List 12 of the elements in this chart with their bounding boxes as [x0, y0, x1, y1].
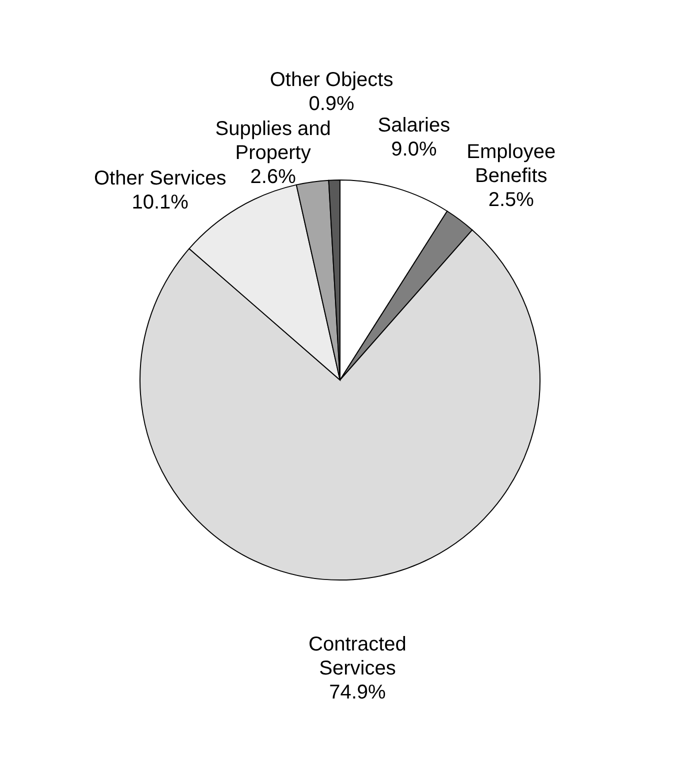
data-label: 2.5%	[488, 189, 534, 212]
data-label: 0.9%	[308, 93, 355, 116]
slice-label: Contracted Services	[308, 633, 406, 680]
data-label: 74.9%	[329, 681, 386, 704]
data-label: 9.0%	[391, 138, 437, 161]
data-label: 2.6%	[250, 166, 296, 188]
slice-label: Supplies and Property	[215, 118, 331, 164]
slice-label: Other Objects	[270, 69, 394, 92]
slice-label: Employee Benefits	[466, 141, 556, 188]
slice-label: Salaries	[378, 114, 450, 137]
slice-label: Other Services	[94, 168, 226, 190]
data-label: 10.1%	[132, 192, 189, 214]
